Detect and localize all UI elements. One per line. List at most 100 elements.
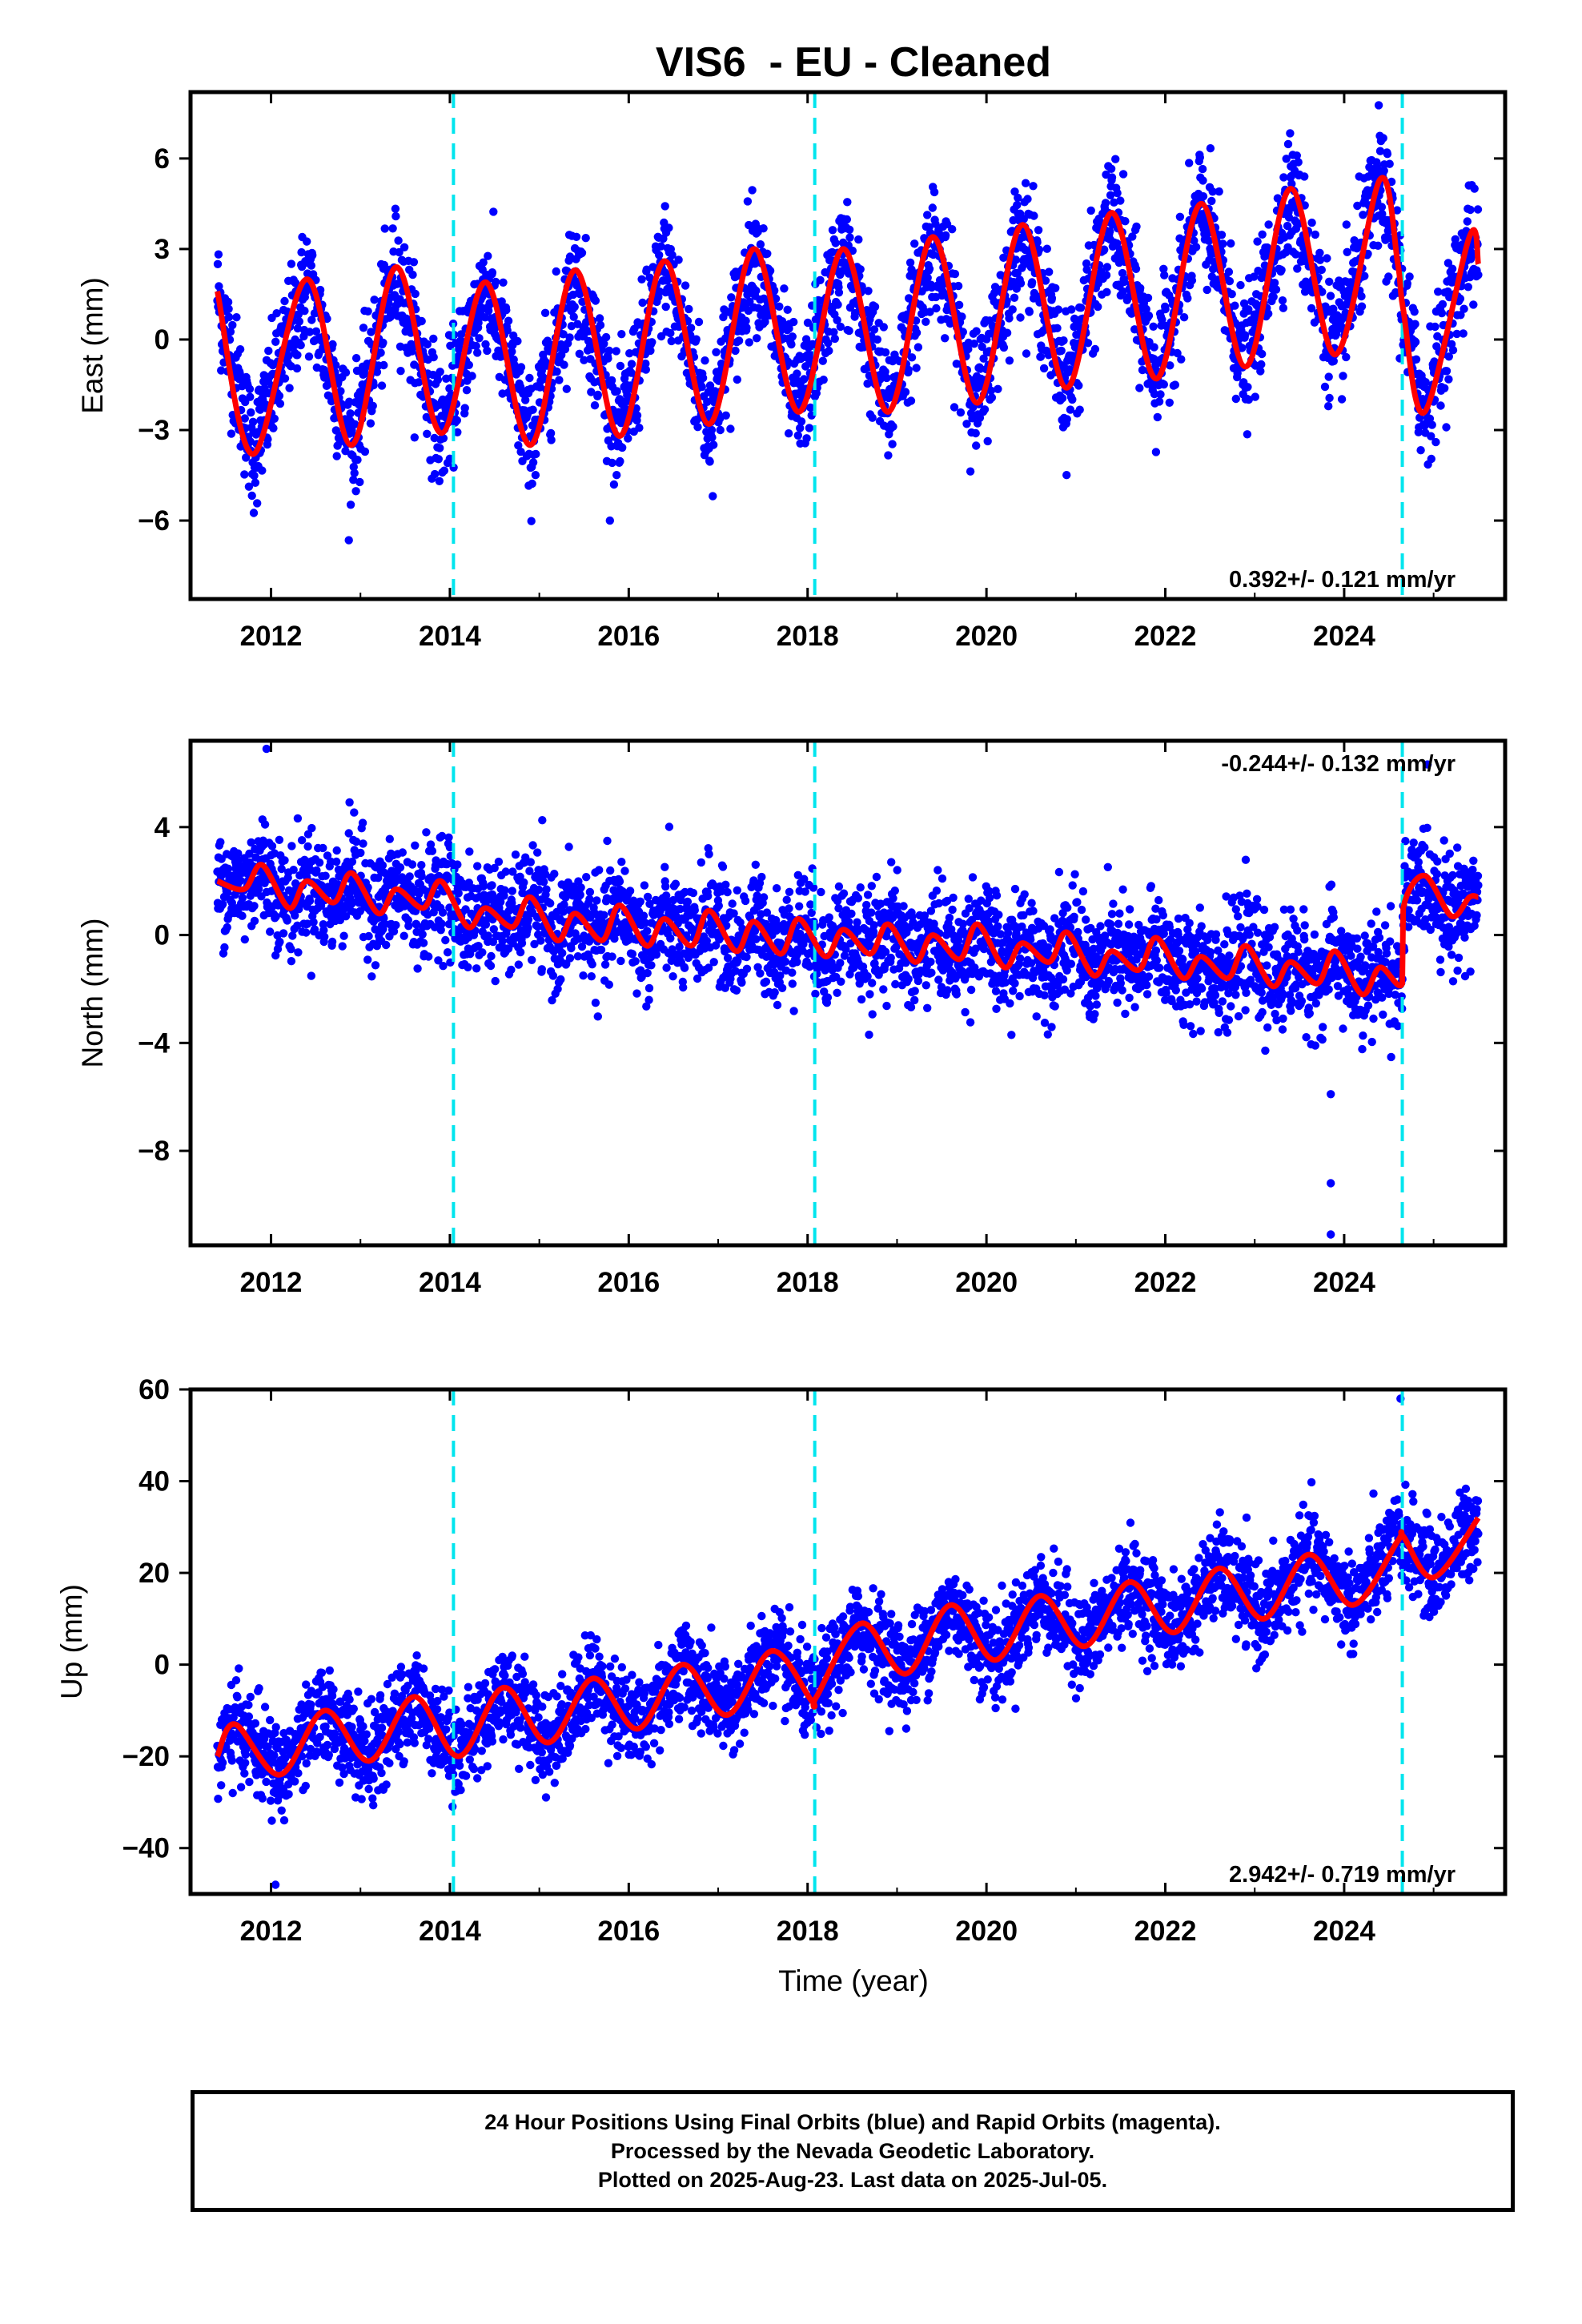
data-point [950,403,959,412]
data-point [280,856,289,865]
data-point [351,354,361,363]
data-point [1051,283,1060,292]
data-point [763,249,772,258]
data-point [254,884,263,894]
data-point [250,916,259,926]
data-point [587,388,596,396]
data-point [1106,191,1115,199]
data-point [491,277,500,287]
data-point [1042,244,1052,253]
data-point [380,224,389,233]
data-point [884,451,893,460]
data-point [641,359,650,368]
data-point [275,392,284,400]
data-point [537,965,546,974]
data-point [1251,392,1260,401]
data-point [527,517,536,525]
data-point [783,357,793,366]
data-point [360,447,370,456]
data-point [1353,201,1362,211]
data-point [785,904,793,913]
data-point [288,931,297,940]
data-point [1253,237,1262,246]
data-point [434,956,443,965]
data-point [693,974,702,983]
data-point [543,336,552,345]
data-point [1013,200,1022,210]
data-point [1023,195,1032,203]
data-point [364,931,373,941]
data-point [590,401,600,410]
data-point [1030,211,1038,220]
data-point [534,885,544,895]
data-point [454,889,463,898]
data-point [525,373,534,383]
data-point [538,815,547,825]
data-point [669,895,678,905]
data-point [223,888,232,897]
data-point [830,334,840,344]
data-point [705,850,713,858]
data-point [218,899,227,909]
data-point [271,912,280,921]
data-point [901,388,910,396]
data-point [350,468,359,477]
data-point [528,955,536,965]
data-point [504,316,513,325]
data-point [319,926,328,935]
data-point [647,961,656,970]
data-point [743,197,753,206]
data-point [280,296,289,306]
data-point [223,923,231,932]
data-point [269,424,278,432]
data-point [1173,348,1182,358]
data-point [928,203,938,212]
y-tick-label: −3 [138,415,170,446]
data-point [1062,415,1071,424]
data-point [635,424,644,432]
data-point [618,443,627,452]
data-point [1360,271,1369,280]
data-point [562,384,571,393]
data-point [600,960,610,969]
data-point [1107,173,1117,182]
data-point [636,966,645,975]
data-point [661,882,670,891]
data-point [394,236,403,245]
data-point [532,449,540,459]
data-point [1144,312,1154,320]
data-point [525,866,534,875]
data-point [1317,265,1327,275]
data-point [1283,139,1293,149]
data-point [643,968,652,978]
data-point [271,337,280,346]
data-point [1161,304,1170,314]
data-point [1410,308,1419,316]
data-point [1269,292,1278,301]
data-point [500,886,509,895]
data-point [452,416,461,425]
data-point [642,265,651,274]
data-point [576,883,585,892]
data-point [881,348,890,357]
data-point [347,899,356,908]
data-point [414,378,424,387]
data-point [600,911,608,919]
data-point [319,843,327,853]
data-point [341,368,351,377]
data-point [417,872,426,881]
data-point [353,456,362,464]
data-point [498,936,507,946]
data-point [1153,412,1162,422]
data-point [793,369,801,378]
data-point [609,480,619,489]
data-point [783,305,792,314]
data-point [1250,272,1259,281]
data-point [305,328,315,336]
data-point [1474,271,1483,279]
data-point [1058,394,1067,403]
data-point [371,961,380,970]
data-point [344,829,353,838]
data-point [708,433,717,442]
data-point [1082,259,1091,268]
